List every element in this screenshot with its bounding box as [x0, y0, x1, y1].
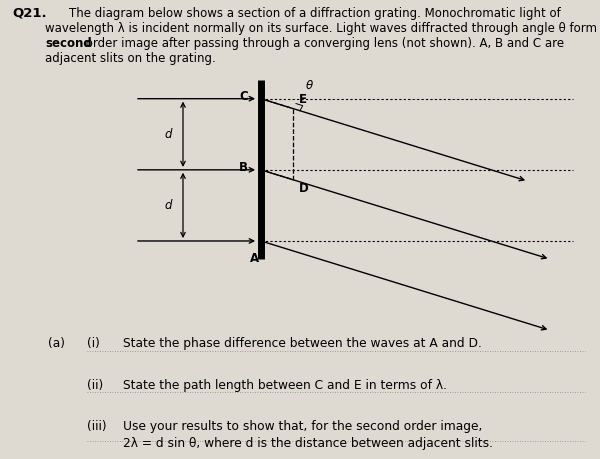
Text: order image after passing through a converging lens (not shown). A, B and C are: order image after passing through a conv… [82, 37, 565, 50]
Text: wavelength λ is incident normally on its surface. Light waves diffracted through: wavelength λ is incident normally on its… [45, 22, 600, 35]
Text: (iii): (iii) [87, 420, 107, 433]
Text: E: E [299, 93, 307, 106]
Text: θ: θ [306, 79, 313, 92]
Text: D: D [299, 182, 309, 195]
Text: State the phase difference between the waves at A and D.: State the phase difference between the w… [123, 337, 482, 350]
Text: Q21.: Q21. [12, 7, 47, 20]
Text: d: d [164, 128, 172, 141]
Text: adjacent slits on the grating.: adjacent slits on the grating. [45, 52, 216, 65]
Text: State the path length between C and E in terms of λ.: State the path length between C and E in… [123, 379, 447, 392]
Text: d: d [164, 199, 172, 212]
Text: second: second [45, 37, 92, 50]
Text: (i): (i) [87, 337, 100, 350]
Text: Use your results to show that, for the second order image,
2λ = d sin θ, where d: Use your results to show that, for the s… [123, 420, 493, 450]
Text: C: C [240, 90, 248, 103]
Text: The diagram below shows a section of a diffraction grating. Monochromatic light : The diagram below shows a section of a d… [69, 7, 561, 20]
Text: (a): (a) [48, 337, 65, 350]
Text: B: B [239, 161, 248, 174]
Text: (ii): (ii) [87, 379, 103, 392]
Text: A: A [250, 252, 260, 265]
